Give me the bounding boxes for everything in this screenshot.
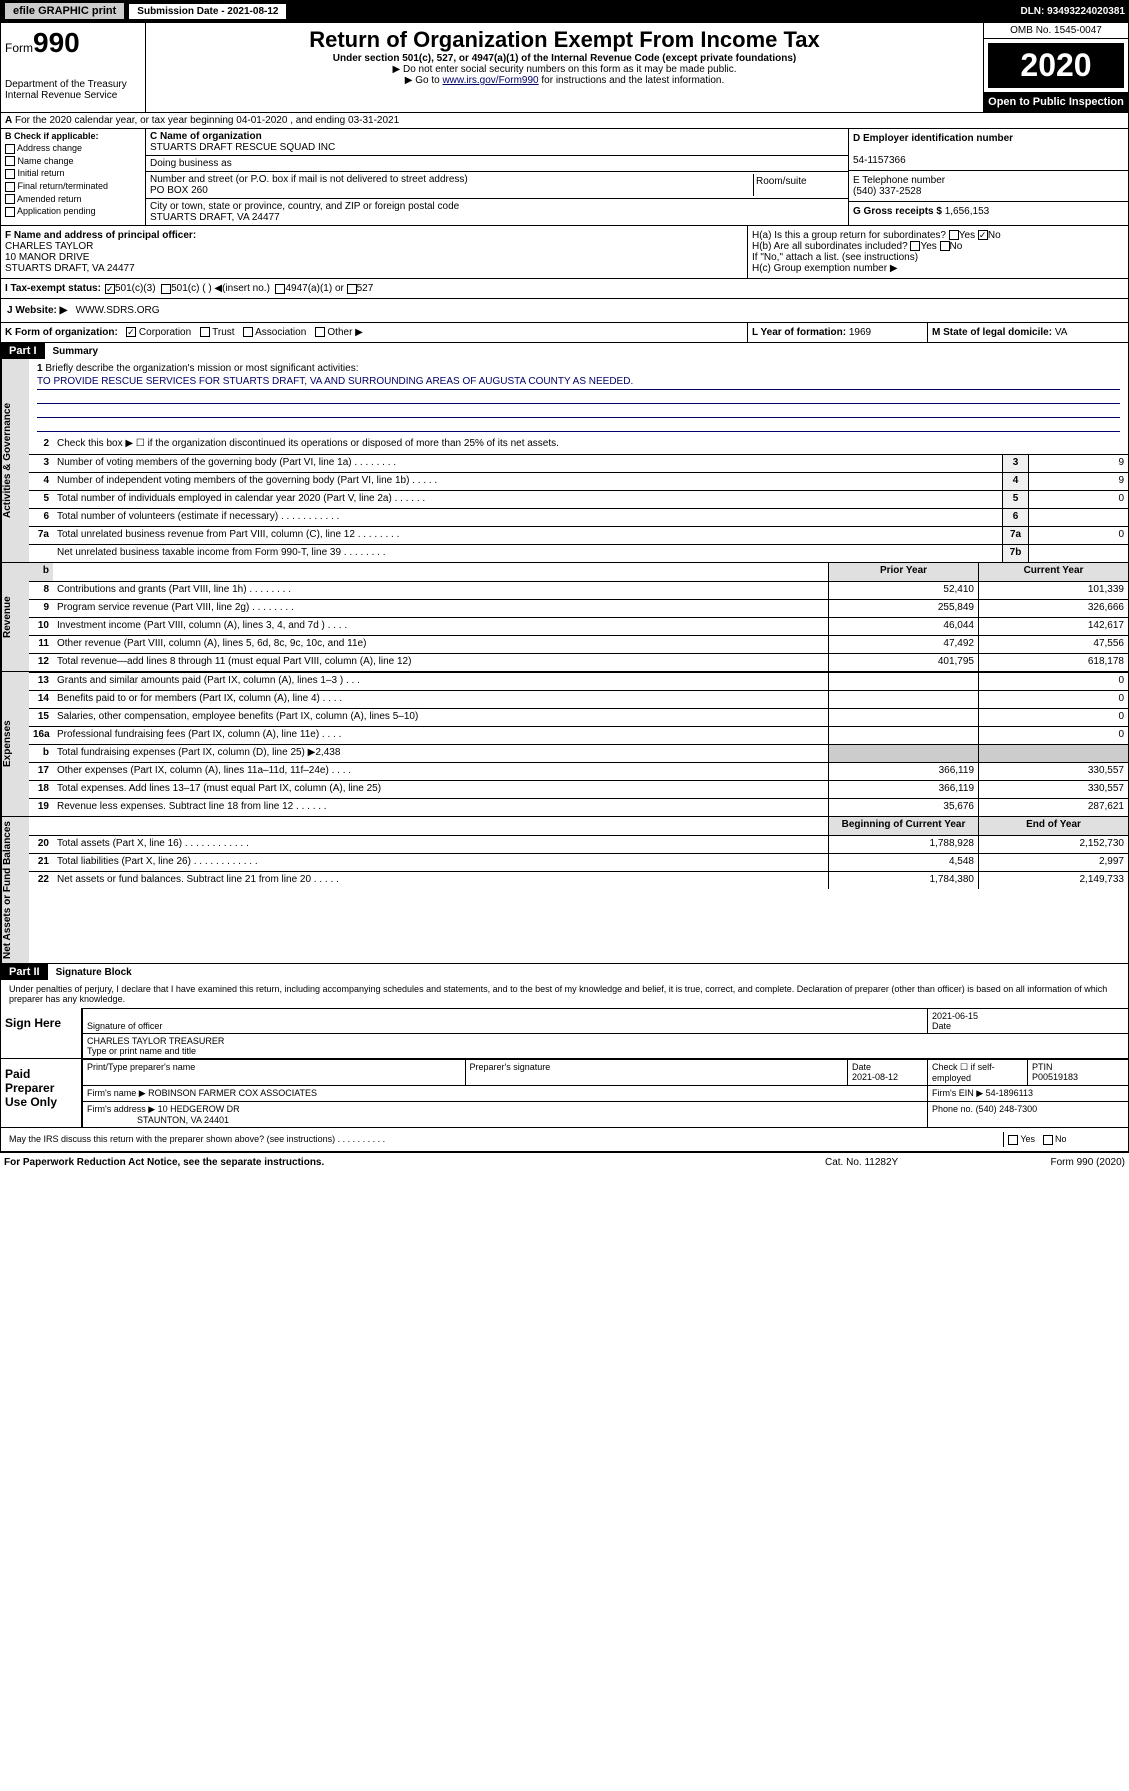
entity-block: B Check if applicable: Address change Na… bbox=[0, 129, 1129, 226]
gross-value: 1,656,153 bbox=[945, 206, 990, 217]
side-expenses: Expenses bbox=[1, 672, 29, 816]
top-bar: efile GRAPHIC print Submission Date - 20… bbox=[0, 0, 1129, 22]
website-value: WWW.SDRS.ORG bbox=[76, 305, 160, 316]
submission-date: Submission Date - 2021-08-12 bbox=[129, 4, 286, 19]
note-goto: ▶ Go to www.irs.gov/Form990 for instruct… bbox=[150, 75, 979, 86]
sig-date: 2021-06-15 bbox=[932, 1011, 978, 1021]
paid-prep-label: Paid Preparer Use Only bbox=[1, 1059, 81, 1127]
form-header: Form990 Department of the Treasury Inter… bbox=[0, 22, 1129, 113]
room-label: Room/suite bbox=[754, 174, 844, 196]
ptin: P00519183 bbox=[1032, 1072, 1078, 1082]
officer-name: CHARLES TAYLOR bbox=[5, 241, 93, 252]
form-subtitle: Under section 501(c), 527, or 4947(a)(1)… bbox=[150, 53, 979, 64]
form-number: Form990 bbox=[5, 27, 141, 59]
open-public: Open to Public Inspection bbox=[984, 92, 1128, 112]
row-a-tax-year: A For the 2020 calendar year, or tax yea… bbox=[0, 113, 1129, 129]
domicile-state: VA bbox=[1055, 327, 1068, 338]
row-i-tax-status: I Tax-exempt status: 501(c)(3) 501(c) ( … bbox=[0, 279, 1129, 299]
firm-phone: (540) 248-7300 bbox=[976, 1104, 1038, 1114]
side-netassets: Net Assets or Fund Balances bbox=[1, 817, 29, 963]
irs-link[interactable]: www.irs.gov/Form990 bbox=[442, 75, 538, 86]
org-address: PO BOX 260 bbox=[150, 185, 208, 196]
form-title: Return of Organization Exempt From Incom… bbox=[150, 27, 979, 53]
omb-number: OMB No. 1545-0047 bbox=[984, 23, 1128, 39]
part1: Part ISummary Activities & Governance 1 … bbox=[0, 343, 1129, 964]
org-city: STUARTS DRAFT, VA 24477 bbox=[150, 212, 280, 223]
dln: DLN: 93493224020381 bbox=[1020, 6, 1125, 17]
row-k: K Form of organization: Corporation Trus… bbox=[0, 323, 1129, 343]
dept-label: Department of the Treasury Internal Reve… bbox=[5, 79, 141, 101]
note-ssn: ▶ Do not enter social security numbers o… bbox=[150, 64, 979, 75]
col-b-checkboxes: B Check if applicable: Address change Na… bbox=[1, 129, 146, 225]
page-footer: For Paperwork Reduction Act Notice, see … bbox=[0, 1152, 1129, 1172]
efile-btn[interactable]: efile GRAPHIC print bbox=[4, 2, 125, 20]
year-formation: 1969 bbox=[849, 327, 871, 338]
side-governance: Activities & Governance bbox=[1, 359, 29, 562]
tel-value: (540) 337-2528 bbox=[853, 186, 921, 197]
row-j-website: J Website: ▶ WWW.SDRS.ORG bbox=[0, 299, 1129, 323]
firm-ein: 54-1896113 bbox=[986, 1088, 1033, 1098]
ein-label: D Employer identification number bbox=[853, 133, 1013, 144]
ein-value: 54-1157366 bbox=[853, 155, 906, 166]
ha-label: H(a) Is this a group return for subordin… bbox=[752, 230, 946, 241]
name-label: C Name of organization bbox=[150, 131, 262, 142]
part2: Part IISignature Block Under penalties o… bbox=[0, 964, 1129, 1152]
firm-name: ROBINSON FARMER COX ASSOCIATES bbox=[148, 1088, 317, 1098]
dba-label: Doing business as bbox=[150, 158, 232, 169]
tax-year: 2020 bbox=[984, 39, 1128, 92]
hc-label: H(c) Group exemption number ▶ bbox=[752, 263, 1124, 274]
row-fh: F Name and address of principal officer:… bbox=[0, 226, 1129, 279]
mission-text: TO PROVIDE RESCUE SERVICES FOR STUARTS D… bbox=[37, 374, 1120, 390]
hb-label: H(b) Are all subordinates included? bbox=[752, 241, 908, 252]
org-name: STUARTS DRAFT RESCUE SQUAD INC bbox=[150, 142, 335, 153]
side-revenue: Revenue bbox=[1, 563, 29, 671]
perjury-text: Under penalties of perjury, I declare th… bbox=[1, 980, 1128, 1008]
chk-501c3 bbox=[105, 284, 115, 294]
sign-here-label: Sign Here bbox=[1, 1008, 81, 1058]
officer-sig: CHARLES TAYLOR TREASURER bbox=[87, 1036, 224, 1046]
tel-label: E Telephone number bbox=[853, 175, 945, 186]
gross-label: G Gross receipts $ bbox=[853, 206, 942, 217]
officer-label: F Name and address of principal officer: bbox=[5, 230, 196, 241]
